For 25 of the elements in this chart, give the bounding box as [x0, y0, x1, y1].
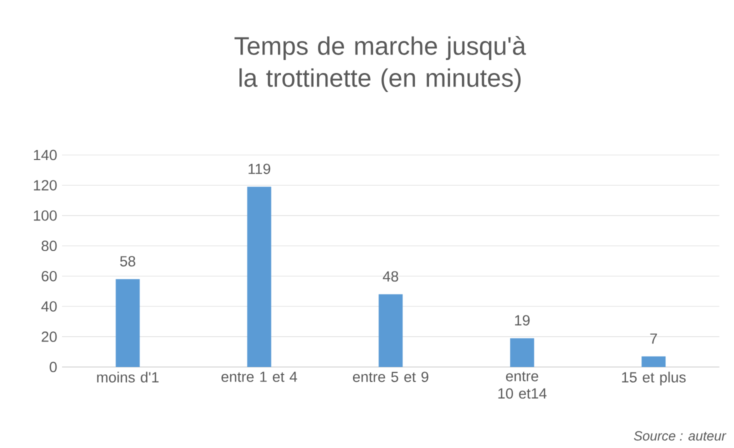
x-tick-label: 15 et plus: [622, 372, 686, 386]
x-tick-label: entre 10 et14: [498, 372, 547, 399]
y-tick-label: 140: [34, 150, 57, 160]
data-label: 48: [382, 271, 398, 282]
y-tick-label: 120: [34, 180, 57, 190]
bar: [116, 279, 140, 367]
chart-title: Temps de marche jusqu'à la trottinette (en minutes): [234, 36, 526, 92]
data-label: 119: [248, 164, 270, 174]
bar: [247, 186, 272, 367]
bar: [378, 294, 403, 367]
y-tick-label: 0: [50, 362, 57, 372]
data-label: 19: [515, 315, 530, 326]
data-label: 7: [650, 334, 657, 344]
x-tick-label: entre 5 et 9: [352, 372, 428, 382]
x-tick-label: entre 1 et 4: [222, 372, 298, 382]
y-tick-label: 80: [42, 240, 57, 252]
bar: [642, 356, 666, 367]
data-label: 58: [120, 256, 136, 266]
x-tick-label: moins d'1: [97, 372, 159, 382]
source-note: Source : auteur: [634, 431, 726, 441]
y-tick-label: 40: [41, 301, 57, 312]
bar: [510, 338, 534, 367]
y-tick-label: 100: [34, 210, 57, 221]
y-tick-label: 60: [42, 270, 57, 282]
y-tick-label: 20: [42, 332, 57, 342]
